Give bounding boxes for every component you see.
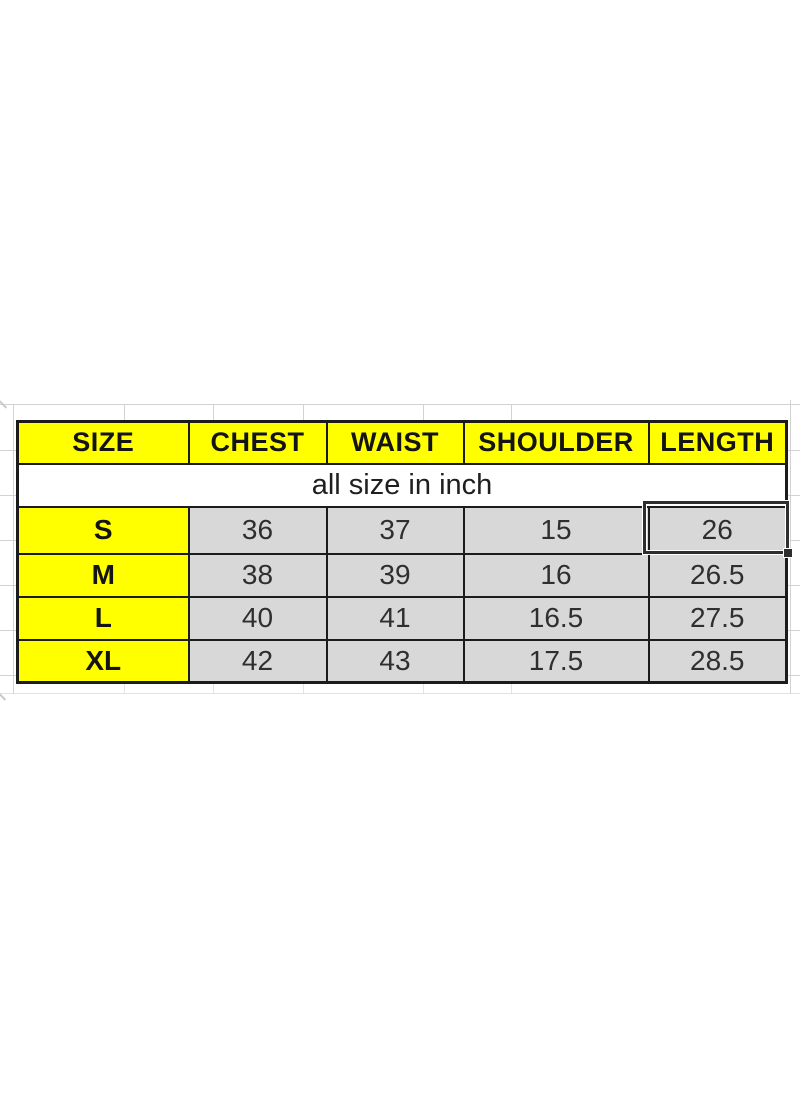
size-cell[interactable]: L (16, 595, 190, 641)
shoulder-cell[interactable]: 17.5 (462, 638, 650, 684)
shoulder-cell[interactable]: 16.5 (462, 595, 650, 641)
table-row: S 36 37 15 26 (16, 505, 788, 555)
gridline (423, 404, 424, 421)
header-cell-waist[interactable]: WAIST (325, 420, 465, 465)
gridline (13, 404, 14, 694)
gridline (0, 495, 16, 496)
gridline (785, 585, 800, 586)
length-cell[interactable]: 26.5 (647, 552, 788, 598)
gridline (790, 400, 791, 694)
gridline (785, 630, 800, 631)
header-cell-length[interactable]: LENGTH (647, 420, 788, 465)
gridline (124, 681, 125, 693)
gridline (785, 450, 800, 451)
size-cell[interactable]: M (16, 552, 190, 598)
table-row: M 38 39 16 26.5 (16, 552, 788, 598)
shoulder-cell[interactable]: 15 (462, 505, 650, 555)
gridline (0, 675, 16, 676)
chest-cell[interactable]: 36 (187, 505, 328, 555)
gridline (785, 495, 800, 496)
gridline (785, 675, 800, 676)
length-cell[interactable]: 27.5 (647, 595, 788, 641)
unit-note-cell[interactable]: all size in inch (16, 462, 788, 508)
gridline (213, 681, 214, 693)
gridline (0, 450, 16, 451)
gridline (303, 404, 304, 421)
gridline (0, 585, 16, 586)
unit-note-row: all size in inch (16, 462, 788, 508)
length-cell-selected[interactable]: 26 (647, 505, 788, 555)
size-cell[interactable]: S (16, 505, 190, 555)
size-chart-table: SIZE CHEST WAIST SHOULDER LENGTH all siz… (16, 420, 788, 684)
waist-cell[interactable]: 41 (325, 595, 465, 641)
chest-cell[interactable]: 38 (187, 552, 328, 598)
fill-handle[interactable] (783, 548, 793, 558)
header-row: SIZE CHEST WAIST SHOULDER LENGTH (16, 420, 788, 465)
gridline (303, 681, 304, 693)
gridline (511, 404, 512, 421)
chest-cell[interactable]: 40 (187, 595, 328, 641)
shoulder-cell[interactable]: 16 (462, 552, 650, 598)
waist-cell[interactable]: 43 (325, 638, 465, 684)
gridline (785, 540, 800, 541)
gridline (423, 681, 424, 693)
header-cell-chest[interactable]: CHEST (187, 420, 328, 465)
header-cell-size[interactable]: SIZE (16, 420, 190, 465)
chest-cell[interactable]: 42 (187, 638, 328, 684)
table-row: XL 42 43 17.5 28.5 (16, 638, 788, 684)
gridline (511, 681, 512, 693)
gridline (124, 404, 125, 421)
gridline (0, 404, 800, 405)
gridline (213, 404, 214, 421)
gridline (0, 540, 16, 541)
gridline (0, 630, 16, 631)
header-cell-shoulder[interactable]: SHOULDER (462, 420, 650, 465)
waist-cell[interactable]: 37 (325, 505, 465, 555)
table-row: L 40 41 16.5 27.5 (16, 595, 788, 641)
length-cell[interactable]: 28.5 (647, 638, 788, 684)
waist-cell[interactable]: 39 (325, 552, 465, 598)
size-cell[interactable]: XL (16, 638, 190, 684)
gridline (0, 693, 800, 694)
